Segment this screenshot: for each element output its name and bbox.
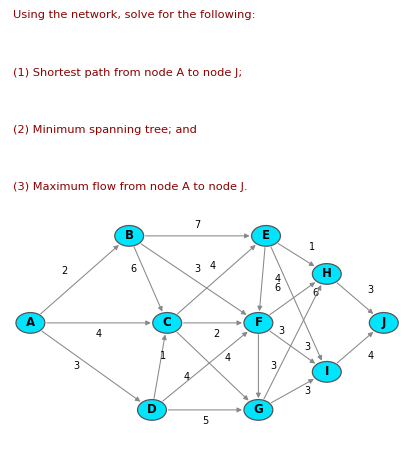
Text: J: J xyxy=(382,316,386,329)
Text: 4: 4 xyxy=(225,353,231,363)
Text: C: C xyxy=(163,316,171,329)
Text: 3: 3 xyxy=(270,361,277,371)
Text: 2: 2 xyxy=(214,329,220,339)
Text: (2) Minimum spanning tree; and: (2) Minimum spanning tree; and xyxy=(13,125,196,135)
Text: I: I xyxy=(325,365,329,378)
Circle shape xyxy=(244,399,273,420)
Circle shape xyxy=(16,312,45,333)
Text: Using the network, solve for the following:: Using the network, solve for the followi… xyxy=(13,11,255,21)
Text: 3: 3 xyxy=(278,326,284,336)
Text: 4: 4 xyxy=(367,350,374,360)
Circle shape xyxy=(312,264,341,284)
Circle shape xyxy=(370,312,398,333)
Text: D: D xyxy=(147,403,157,416)
Text: G: G xyxy=(254,403,263,416)
Text: 3: 3 xyxy=(305,386,311,396)
Text: (1) Shortest path from node A to node J;: (1) Shortest path from node A to node J; xyxy=(13,68,242,77)
Text: 1: 1 xyxy=(308,242,315,252)
Text: 6: 6 xyxy=(274,283,280,293)
Circle shape xyxy=(153,312,182,333)
Circle shape xyxy=(244,312,273,333)
Text: 3: 3 xyxy=(367,285,374,295)
Circle shape xyxy=(252,225,280,246)
Text: 4: 4 xyxy=(274,274,280,284)
Text: 6: 6 xyxy=(312,288,319,298)
Text: A: A xyxy=(26,316,35,329)
Text: 2: 2 xyxy=(61,266,68,276)
Text: 4: 4 xyxy=(183,372,189,382)
Text: 1: 1 xyxy=(161,350,166,360)
Text: 3: 3 xyxy=(194,263,201,273)
Text: 4: 4 xyxy=(210,261,216,271)
Text: 4: 4 xyxy=(96,329,102,339)
Circle shape xyxy=(115,225,144,246)
Text: 7: 7 xyxy=(194,220,201,230)
Text: F: F xyxy=(255,316,263,329)
Text: 3: 3 xyxy=(305,343,311,352)
Text: E: E xyxy=(262,229,270,242)
Text: 3: 3 xyxy=(73,361,79,371)
Circle shape xyxy=(138,399,166,420)
Text: 5: 5 xyxy=(202,416,208,426)
Circle shape xyxy=(312,361,341,382)
Text: B: B xyxy=(125,229,134,242)
Text: H: H xyxy=(322,267,332,280)
Text: 6: 6 xyxy=(130,263,136,273)
Text: (3) Maximum flow from node A to node J.: (3) Maximum flow from node A to node J. xyxy=(13,182,247,192)
